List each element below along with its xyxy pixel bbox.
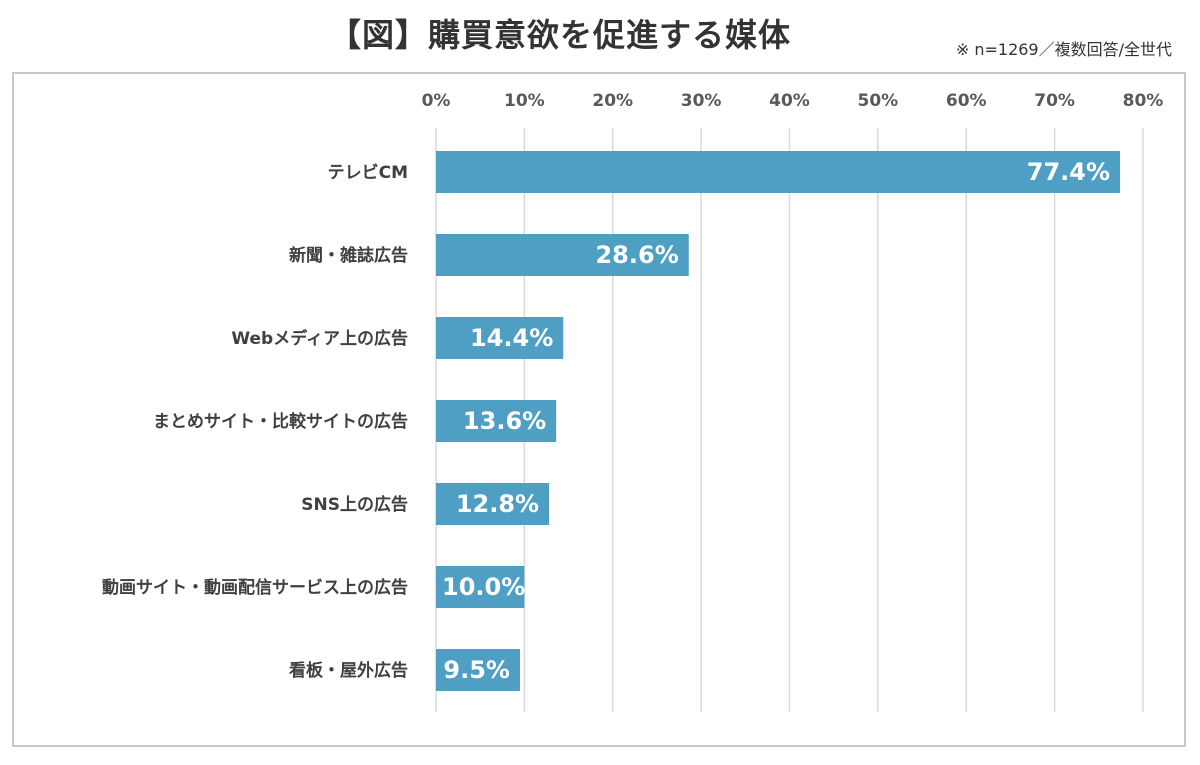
sample-note: ※ n=1269／複数回答/全世代 <box>955 40 1172 59</box>
category-label: 新聞・雑誌広告 <box>289 245 408 266</box>
x-tick-label: 60% <box>946 91 987 111</box>
bar <box>436 317 564 359</box>
chart-title: 【図】購買意欲を促進する媒体 <box>328 16 791 54</box>
x-tick-label: 70% <box>1034 91 1075 111</box>
x-tick-label: 10% <box>504 91 545 111</box>
x-tick-label: 80% <box>1123 91 1164 111</box>
x-tick-label: 0% <box>422 91 451 111</box>
category-label: まとめサイト・比較サイトの広告 <box>153 411 408 432</box>
data-label: 14.4% <box>470 324 553 352</box>
category-label: 動画サイト・動画配信サービス上の広告 <box>102 577 408 598</box>
data-label: 10.0% <box>442 573 525 601</box>
x-tick-label: 30% <box>681 91 722 111</box>
data-label: 13.6% <box>463 407 546 435</box>
x-tick-label: 40% <box>769 91 810 111</box>
bar <box>436 234 689 276</box>
data-label: 28.6% <box>595 241 678 269</box>
category-label: 看板・屋外広告 <box>288 660 408 681</box>
data-label: 9.5% <box>443 656 510 684</box>
bar <box>436 400 557 442</box>
bar <box>436 566 525 608</box>
bar <box>436 649 520 691</box>
bar <box>436 151 1121 193</box>
x-tick-label: 20% <box>592 91 633 111</box>
category-label: テレビCM <box>328 163 408 183</box>
data-label: 12.8% <box>456 490 539 518</box>
bar <box>436 483 550 525</box>
data-label: 77.4% <box>1027 158 1110 186</box>
category-label: SNS上の広告 <box>301 494 408 515</box>
x-tick-label: 50% <box>858 91 899 111</box>
category-label: Webメディア上の広告 <box>231 328 408 349</box>
